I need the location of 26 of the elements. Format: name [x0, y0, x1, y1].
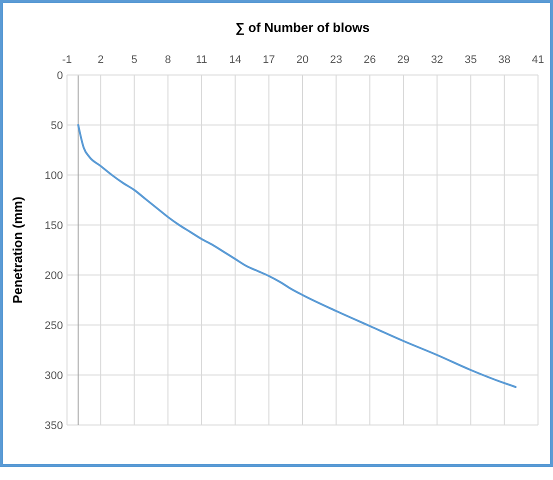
y-tick-label: 50: [50, 120, 63, 132]
y-tick-label: 0: [56, 70, 63, 82]
line-series: [77, 124, 517, 388]
y-tick-label: 100: [44, 170, 63, 182]
y-tick-label: 350: [44, 420, 63, 432]
x-tick-label: 29: [397, 54, 410, 66]
x-tick-label: 17: [262, 54, 275, 66]
x-tick-label: 5: [131, 54, 138, 66]
x-tick-label: 41: [532, 54, 544, 66]
x-tick-label: 32: [430, 54, 444, 66]
x-tick-label: 38: [498, 54, 510, 66]
x-tick-label: -1: [62, 54, 72, 66]
x-tick-label: 23: [330, 54, 342, 66]
x-tick-label: 20: [296, 54, 309, 66]
y-axis-title: Penetration (mm): [10, 196, 25, 304]
x-axis-title: ∑ of Number of blows: [235, 20, 370, 35]
x-tick-label: 35: [464, 54, 477, 66]
y-tick-label: 200: [44, 270, 63, 282]
y-tick-label: 300: [44, 370, 63, 382]
y-tick-label: 250: [44, 320, 63, 332]
x-tick-label: 26: [364, 54, 376, 66]
x-tick-label: 11: [196, 54, 208, 66]
x-tick-label: 8: [164, 54, 171, 66]
y-tick-label: 150: [44, 220, 63, 232]
x-tick-label: 2: [98, 54, 104, 66]
x-tick-label: 14: [229, 54, 242, 66]
